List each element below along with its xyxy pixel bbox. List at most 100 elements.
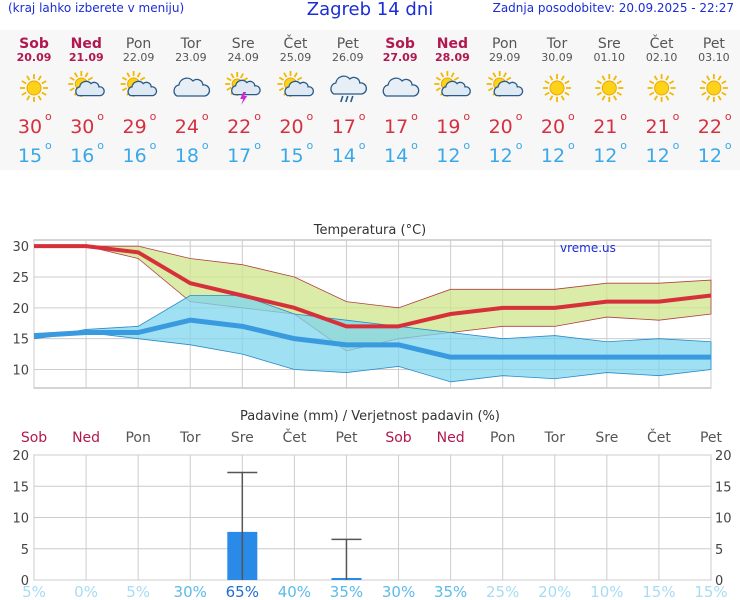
precip-probability: 15% (642, 583, 675, 600)
day-name: Pon (492, 36, 517, 52)
sun-icon (647, 74, 676, 102)
page-title: Zagreb 14 dni (306, 0, 434, 20)
min-temp: 12 (593, 145, 617, 167)
precip-probability: 20% (538, 583, 571, 600)
min-temp: 12 (489, 145, 513, 167)
sun-cloud-icon (486, 71, 524, 97)
degree-mark: o (620, 110, 627, 123)
degree-mark: o (673, 110, 680, 123)
day-date: 24.09 (227, 51, 259, 64)
precip-day-label: Sre (595, 430, 618, 446)
degree-mark: o (150, 110, 157, 123)
precip-day-label: Sre (231, 430, 254, 446)
day-name: Sre (598, 36, 621, 52)
day-date: 02.10 (646, 51, 678, 64)
precip-y-tick: 5 (21, 543, 29, 558)
degree-mark: o (568, 139, 575, 152)
degree-mark: o (254, 139, 261, 152)
day-date: 28.09 (435, 51, 470, 64)
degree-mark: o (516, 110, 523, 123)
precip-day-label: Pet (335, 430, 358, 446)
min-temp: 16 (70, 145, 94, 167)
min-temp: 15 (18, 145, 42, 167)
precip-y-tick-right: 5 (715, 543, 723, 558)
degree-mark: o (202, 139, 209, 152)
day-name: Tor (180, 36, 202, 52)
max-temp: 30 (18, 116, 42, 138)
max-temp: 20 (279, 116, 303, 138)
degree-mark: o (202, 110, 209, 123)
day-name: Čet (284, 34, 308, 52)
max-temp: 24 (175, 116, 199, 138)
degree-mark: o (97, 110, 104, 123)
thunder-icon (225, 72, 261, 105)
precip-probability: 5% (22, 583, 46, 600)
region-hint[interactable]: (kraj lahko izberete v meniju) (8, 1, 185, 15)
sun-cloud-icon (120, 71, 158, 97)
precip-chart-title: Padavine (mm) / Verjetnost padavin (%) (240, 409, 500, 424)
precip-probability: 10% (590, 583, 623, 600)
day-name: Ned (437, 36, 468, 52)
sun-cloud-icon (68, 71, 105, 97)
degree-mark: o (359, 139, 366, 152)
degree-mark: o (254, 110, 261, 123)
min-temp-line (33, 317, 711, 360)
min-temp: 12 (541, 145, 565, 167)
precip-day-label: Tor (179, 430, 201, 446)
precip-y-tick-right: 0 (715, 574, 723, 589)
day-name: Pon (126, 36, 151, 52)
day-name: Čet (650, 34, 674, 52)
precip-y-tick: 0 (21, 574, 29, 589)
day-date: 22.09 (123, 51, 155, 64)
degree-mark: o (411, 139, 418, 152)
degree-mark: o (359, 110, 366, 123)
precip-day-label: Pon (125, 430, 150, 446)
sun-icon (595, 74, 624, 102)
day-name: Sob (19, 36, 49, 52)
sun-icon (543, 74, 571, 102)
precip-probability: 35% (330, 583, 363, 600)
max-temp: 21 (593, 116, 617, 138)
day-name: Ned (71, 36, 102, 52)
min-temp: 17 (227, 145, 251, 167)
degree-mark: o (307, 139, 314, 152)
degree-mark: o (620, 139, 627, 152)
precip-probability: 15% (694, 583, 727, 600)
day-date: 26.09 (332, 51, 364, 64)
day-name: Sre (232, 36, 255, 52)
day-name: Pet (703, 36, 726, 52)
min-temp: 12 (436, 145, 460, 167)
day-name: Pet (337, 36, 360, 52)
temp-y-tick: 20 (12, 302, 29, 317)
day-name: Sob (385, 36, 415, 52)
precip-day-label: Tor (544, 430, 566, 446)
watermark: vreme.us (560, 241, 616, 255)
precip-day-label: Pet (700, 430, 723, 446)
degree-mark: o (97, 139, 104, 152)
precip-probability: 30% (174, 583, 207, 600)
degree-mark: o (516, 139, 523, 152)
day-date: 23.09 (175, 51, 207, 64)
min-temp: 12 (698, 145, 722, 167)
day-date: 01.10 (594, 51, 626, 64)
precip-day-label: Sob (21, 430, 47, 446)
max-temp: 17 (332, 116, 356, 138)
min-temp: 12 (646, 145, 670, 167)
temp-y-tick: 15 (12, 333, 29, 348)
precip-day-label: Čet (282, 428, 306, 446)
sun-cloud-icon (277, 71, 314, 97)
degree-mark: o (725, 110, 732, 123)
degree-mark: o (673, 139, 680, 152)
day-date: 21.09 (69, 51, 104, 64)
temp-y-tick: 30 (12, 240, 29, 255)
day-date: 29.09 (489, 51, 521, 64)
min-temp: 15 (279, 145, 303, 167)
cloud-icon (173, 77, 211, 97)
degree-mark: o (725, 139, 732, 152)
header: (kraj lahko izberete v meniju) Zagreb 14… (0, 0, 740, 22)
max-temp: 20 (541, 116, 565, 138)
min-temp: 16 (123, 145, 147, 167)
precip-y-tick-right: 10 (715, 512, 732, 527)
day-date: 25.09 (280, 51, 312, 64)
temp-y-tick: 25 (12, 271, 29, 286)
